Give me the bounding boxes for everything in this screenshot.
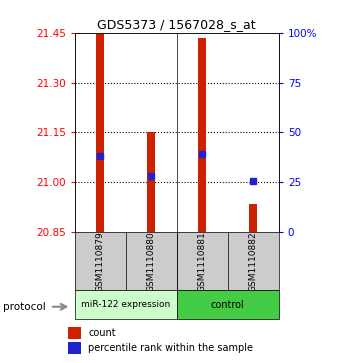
Text: GSM1110882: GSM1110882 — [249, 231, 258, 292]
Bar — [199, 38, 206, 232]
Text: miR-122 expression: miR-122 expression — [81, 301, 170, 309]
Text: protocol: protocol — [3, 302, 46, 312]
Text: GSM1110880: GSM1110880 — [147, 231, 156, 292]
Text: percentile rank within the sample: percentile rank within the sample — [88, 343, 253, 353]
Bar — [177, 290, 279, 319]
Text: count: count — [88, 327, 116, 338]
Bar — [68, 342, 81, 354]
Bar — [75, 290, 177, 319]
Bar — [97, 33, 104, 232]
Title: GDS5373 / 1567028_s_at: GDS5373 / 1567028_s_at — [98, 19, 256, 32]
Text: GSM1110879: GSM1110879 — [96, 231, 105, 292]
Bar — [68, 327, 81, 339]
Text: control: control — [211, 300, 245, 310]
Bar — [250, 204, 257, 232]
Text: GSM1110881: GSM1110881 — [198, 231, 207, 292]
Bar — [148, 132, 155, 232]
